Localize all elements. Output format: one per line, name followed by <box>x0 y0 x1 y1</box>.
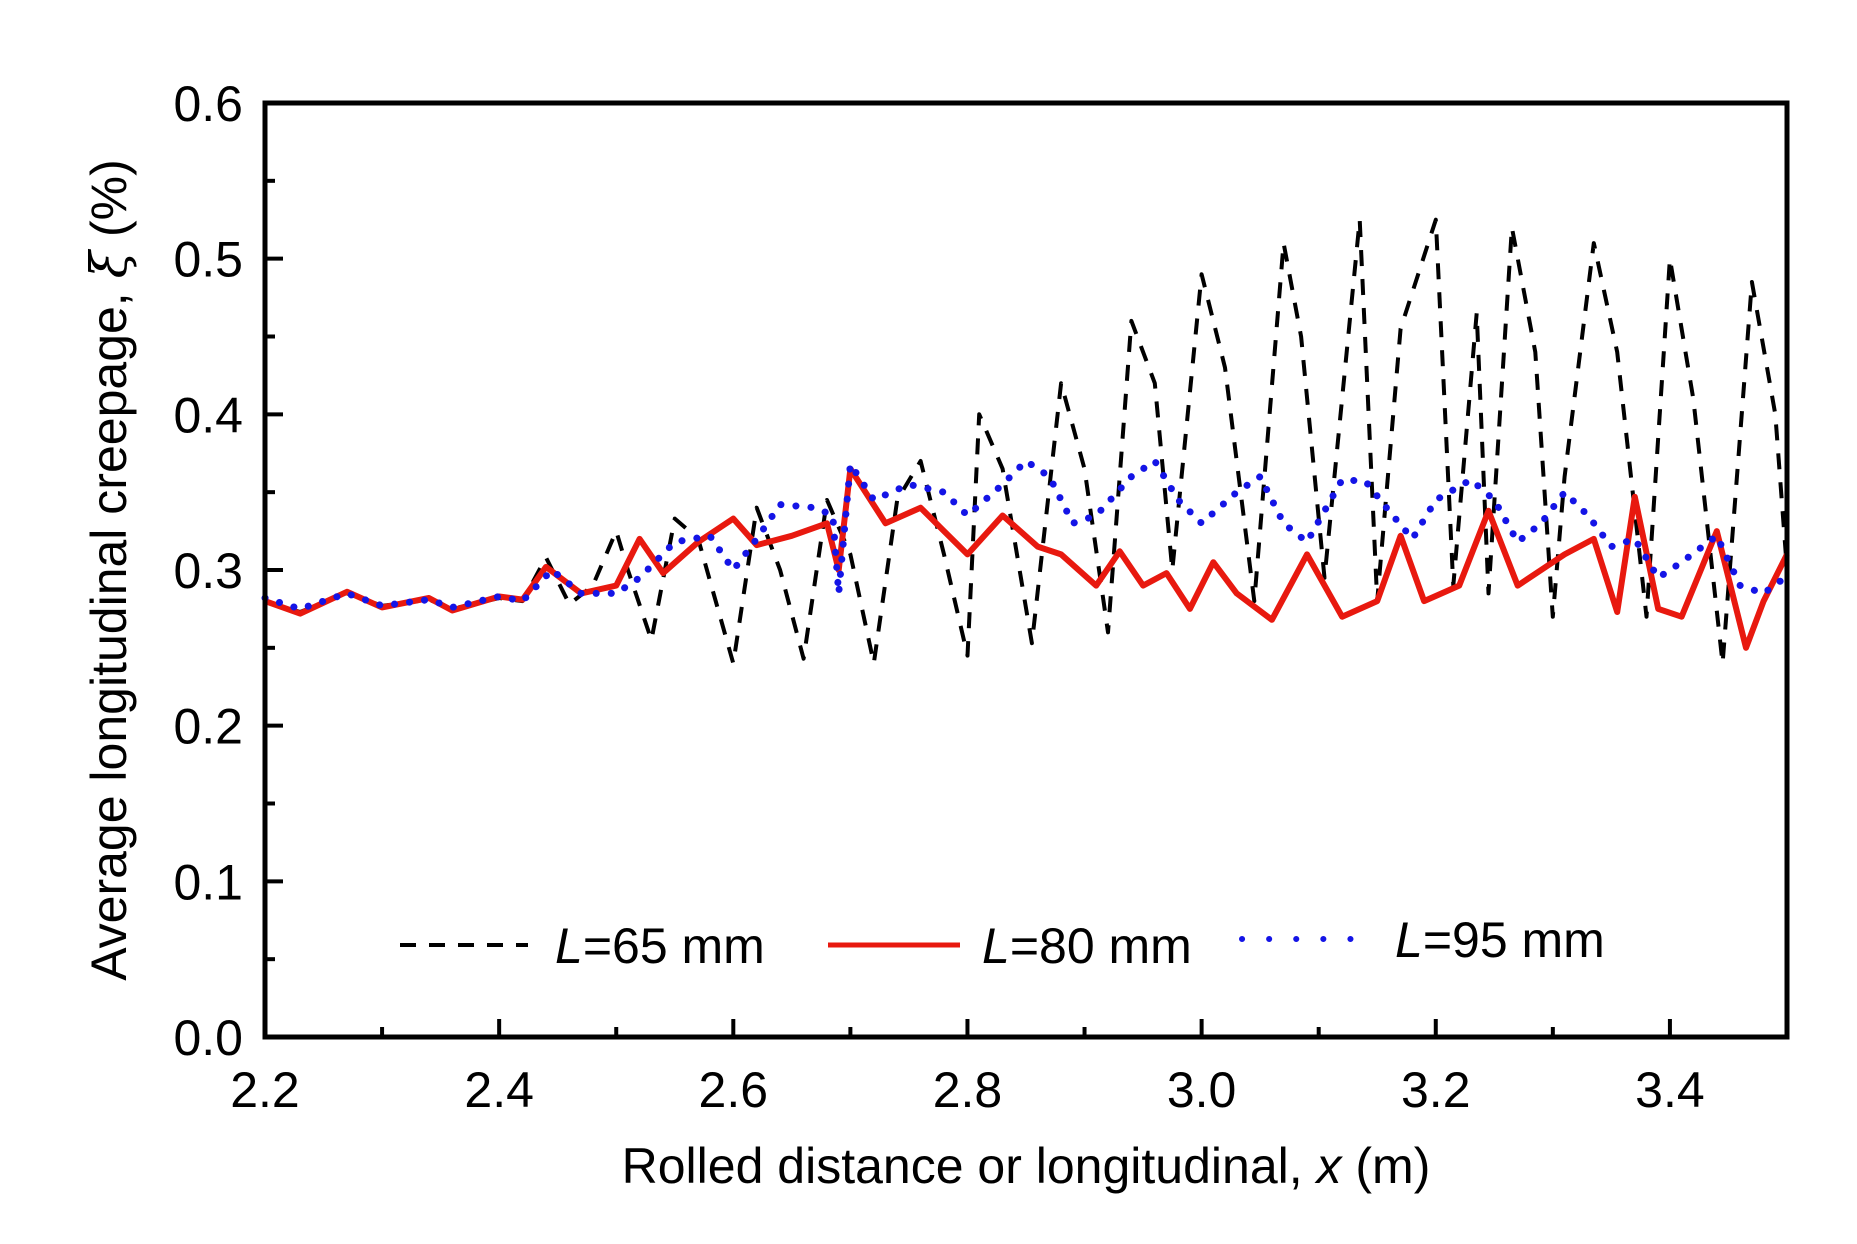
y-axis-title: Average longitudinal creepage, ξ (%) <box>80 159 138 981</box>
x-tick-label: 2.4 <box>464 1062 534 1118</box>
x-axis-title-unit: (m) <box>1342 1138 1431 1194</box>
series-line-80mm <box>263 465 1790 651</box>
legend-item-l95: L=95 mm <box>1239 912 1605 968</box>
legend-rest-l80: =80 mm <box>1010 918 1192 974</box>
y-axis-title-unit: (%) <box>81 159 137 251</box>
x-axis-title: Rolled distance or longitudinal, x (m) <box>622 1138 1431 1194</box>
y-tick-label: 0.5 <box>173 232 243 288</box>
legend-label-l65: L=65 mm <box>555 918 765 974</box>
x-tick-label: 3.0 <box>1167 1062 1237 1118</box>
legend-label-l95: L=95 mm <box>1395 912 1605 968</box>
x-tick-label: 3.2 <box>1401 1062 1471 1118</box>
x-axis: 2.2 2.4 2.6 2.8 3.0 3.2 3.4 <box>230 1019 1789 1118</box>
y-tick-label: 0.1 <box>173 854 243 910</box>
x-tick-label: 2.2 <box>230 1062 300 1118</box>
series-line-95mm <box>261 457 1791 613</box>
x-tick-label: 2.8 <box>933 1062 1003 1118</box>
y-tick-label: 0.4 <box>173 387 243 443</box>
legend-var-l80: L <box>982 918 1010 974</box>
x-axis-title-text: Rolled distance or longitudinal, <box>622 1138 1317 1194</box>
legend-item-l65: L=65 mm <box>400 918 765 974</box>
legend-var-l65: L <box>555 918 583 974</box>
series-line-65mm <box>264 217 1789 666</box>
legend-rest-l65: =65 mm <box>583 918 765 974</box>
legend-rest-l95: =95 mm <box>1423 912 1605 968</box>
legend-label-l80: L=80 mm <box>982 918 1192 974</box>
legend: L=65 mm L=80 mm L=95 mm <box>400 912 1605 974</box>
x-tick-label: 3.4 <box>1635 1062 1705 1118</box>
x-tick-label: 2.6 <box>699 1062 769 1118</box>
x-axis-title-var: x <box>1315 1138 1344 1194</box>
y-axis: 0.0 0.1 0.2 0.3 0.4 0.5 0.6 <box>173 76 283 1066</box>
series-layer <box>261 217 1791 666</box>
y-axis-title-var: ξ <box>80 248 138 278</box>
y-tick-label: 0.3 <box>173 543 243 599</box>
legend-item-l80: L=80 mm <box>828 918 1192 974</box>
y-tick-label: 0.0 <box>173 1010 243 1066</box>
y-axis-title-text: Average longitudinal creepage, <box>81 278 137 980</box>
y-tick-label: 0.2 <box>173 699 243 755</box>
legend-var-l95: L <box>1395 912 1423 968</box>
y-tick-label: 0.6 <box>173 76 243 132</box>
